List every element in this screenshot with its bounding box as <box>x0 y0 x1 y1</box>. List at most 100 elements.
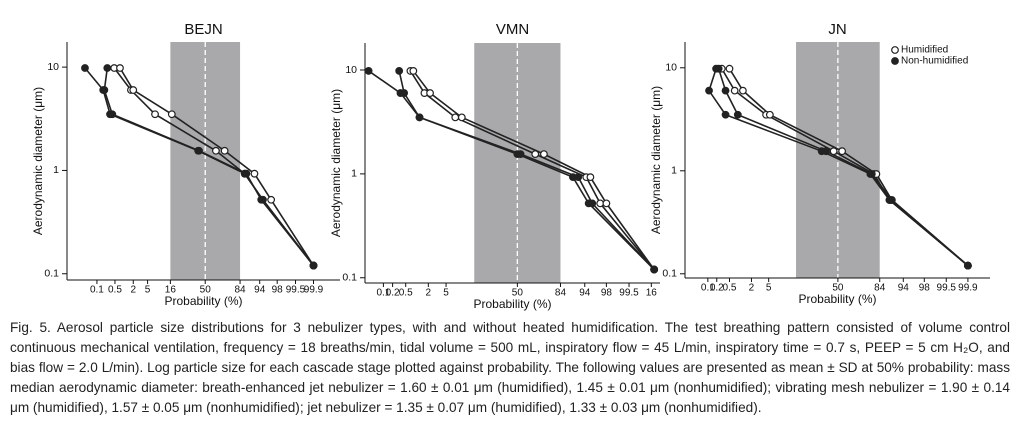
x-tick-label: 50 <box>200 285 212 296</box>
x-tick-label: 84 <box>555 288 567 299</box>
data-point <box>574 173 583 182</box>
data-point <box>738 86 747 95</box>
data-point <box>721 86 730 95</box>
x-axis-label: Probability (%) <box>473 297 551 311</box>
data-point <box>151 110 159 119</box>
x-tick-label: 16 <box>646 288 658 299</box>
x-tick-label: 94 <box>898 283 910 294</box>
x-tick-label: 0.1 <box>376 288 390 299</box>
data-point <box>195 146 203 155</box>
x-tick-label: 0.5 <box>723 283 737 294</box>
x-tick-label: 98 <box>601 288 613 299</box>
panel-title: JN <box>828 21 846 38</box>
data-point <box>714 64 723 73</box>
data-point <box>103 64 112 72</box>
y-tick-label: 10 <box>665 62 677 74</box>
y-axis-label: Aerodynamic diameter (μm) <box>31 87 45 235</box>
data-point <box>650 265 659 274</box>
data-point <box>167 110 176 119</box>
data-point <box>867 170 876 178</box>
x-tick-label: 0.1 <box>701 283 715 294</box>
x-tick-label: 5 <box>443 288 449 299</box>
x-tick-label: 98 <box>272 285 284 296</box>
x-tick-label: 94 <box>579 288 591 299</box>
data-point <box>81 64 89 72</box>
data-point <box>725 64 734 73</box>
legend-marker <box>891 46 899 54</box>
data-point <box>733 110 742 119</box>
y-axis-label: Aerodynamic diameter (μm) <box>329 89 343 237</box>
x-tick-label: 0.2 <box>710 283 724 294</box>
x-tick-label: 98 <box>919 283 931 294</box>
data-point <box>129 86 138 94</box>
data-point <box>822 147 831 156</box>
x-tick-label: 50 <box>512 288 524 299</box>
panel-title: BEJN <box>184 21 222 38</box>
data-point <box>108 110 117 119</box>
data-point <box>364 67 373 75</box>
x-tick-label: 0.2 <box>386 288 400 299</box>
x-tick-label: 0.1 <box>90 285 104 296</box>
data-point <box>415 113 424 122</box>
x-tick-label: 84 <box>874 283 886 294</box>
data-point <box>705 86 713 95</box>
panel-title: VMN <box>496 21 529 38</box>
y-tick-label: 0.1 <box>44 268 59 280</box>
data-point <box>250 169 259 178</box>
x-tick-label: 99.5 <box>619 288 639 299</box>
x-tick-label: 84 <box>235 285 247 296</box>
data-point <box>829 147 838 156</box>
legend-label: Non-humidified <box>901 56 968 67</box>
data-point <box>212 146 220 155</box>
data-point <box>257 195 266 204</box>
x-tick-label: 99.5 <box>937 283 957 294</box>
x-tick-label: 5 <box>145 285 151 296</box>
data-point <box>395 67 404 75</box>
data-point <box>588 199 597 208</box>
x-tick-label: 99.9 <box>304 285 324 296</box>
data-point <box>765 110 774 119</box>
data-point <box>426 89 434 97</box>
x-axis-label: Probability (%) <box>798 292 876 306</box>
legend-label: Humidified <box>901 45 948 56</box>
data-point <box>964 261 972 270</box>
x-tick-label: 50 <box>832 283 844 294</box>
data-point <box>116 64 124 72</box>
data-point <box>730 86 739 95</box>
y-tick-label: 0.1 <box>662 268 677 280</box>
data-point <box>457 113 466 122</box>
y-tick-label: 0.1 <box>342 272 357 284</box>
y-tick-label: 10 <box>345 64 357 76</box>
x-tick-label: 2 <box>749 283 755 294</box>
x-tick-label: 16 <box>165 285 177 296</box>
x-tick-label: 99.9 <box>958 283 978 294</box>
data-point <box>242 169 251 178</box>
data-point <box>540 150 548 159</box>
y-tick-label: 1 <box>351 168 357 180</box>
figure: BEJN Probability (%) Aerodynamic diameter … <box>31 21 990 311</box>
data-point <box>838 147 847 156</box>
data-point <box>100 86 109 94</box>
data-point <box>586 173 595 182</box>
x-tick-label: 2 <box>426 288 432 299</box>
x-tick-label: 0.5 <box>108 285 122 296</box>
caption: Fig. 5. Aerosol particle size distributi… <box>10 320 1010 415</box>
data-point <box>516 150 525 159</box>
data-point <box>267 195 276 204</box>
y-tick-label: 10 <box>47 61 59 73</box>
data-point <box>602 199 611 208</box>
y-tick-label: 1 <box>53 164 59 176</box>
x-tick-label: 2 <box>130 285 136 296</box>
data-point <box>409 67 418 75</box>
data-point <box>451 113 460 122</box>
x-tick-label: 94 <box>254 285 266 296</box>
x-tick-label: 0.5 <box>399 288 413 299</box>
data-point <box>400 89 409 97</box>
y-axis-label: Aerodynamic diameter (μm) <box>649 86 663 234</box>
x-axis-label: Probability (%) <box>164 294 242 308</box>
data-point <box>721 110 730 119</box>
data-point <box>887 196 896 204</box>
data-point <box>309 261 318 270</box>
y-tick-label: 1 <box>671 165 677 177</box>
